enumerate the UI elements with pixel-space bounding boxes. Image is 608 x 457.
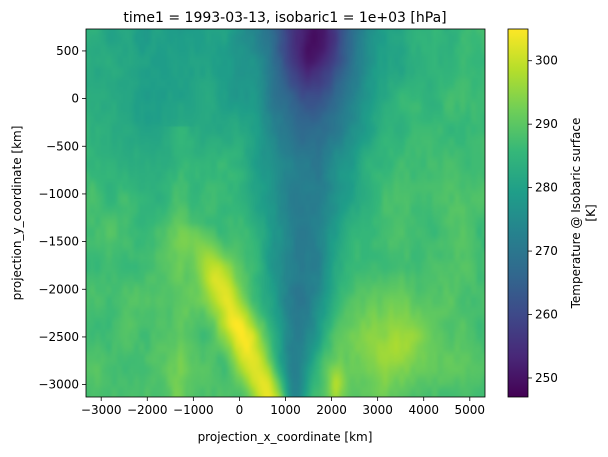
x-tick-label: 4000: [408, 403, 439, 417]
heatmap-image: [86, 29, 485, 397]
x-tick-label: 5000: [455, 403, 486, 417]
y-tick-label: −2000: [38, 282, 79, 296]
y-tick-label: −1000: [38, 187, 79, 201]
heatmap-field: [86, 29, 485, 397]
chart-title: time1 = 1993-03-13, isobaric1 = 1e+03 [h…: [123, 10, 446, 26]
colorbar-tick-label: 300: [535, 54, 558, 68]
x-tick-label: 1000: [270, 403, 301, 417]
colorbar-tick-label: 260: [535, 308, 558, 322]
y-tick-label: −3000: [38, 378, 79, 392]
y-tick-label: 500: [56, 44, 79, 58]
colorbar-tick-label: 290: [535, 117, 558, 131]
colorbar-tick-label: 250: [535, 371, 558, 385]
x-tick-label: 0: [236, 403, 244, 417]
colorbar-label-line2: [K]: [584, 204, 598, 221]
colorbar-axis: 250 260 270 280 290 300: [528, 54, 558, 385]
y-tick-label: −2500: [38, 330, 79, 344]
colorbar-tick-label: 270: [535, 244, 558, 258]
colorbar-label-line1: Temperature @ Isobaric surface: [569, 118, 583, 310]
x-tick-label: −3000: [81, 403, 122, 417]
y-tick-label: −1500: [38, 235, 79, 249]
y-tick-label: 0: [71, 92, 79, 106]
y-axis: 500 0 −500 −1000 −1500 −2000 −2500 −3000: [38, 44, 86, 392]
y-tick-label: −500: [46, 139, 79, 153]
x-axis: −3000 −2000 −1000 0 1000 2000 3000 4000 5000: [81, 397, 485, 417]
colorbar-tick-label: 280: [535, 181, 558, 195]
x-tick-label: −2000: [127, 403, 168, 417]
colorbar: [507, 28, 529, 398]
x-axis-label: projection_x_coordinate [km]: [198, 430, 373, 444]
y-axis-label: projection_y_coordinate [km]: [10, 126, 24, 301]
x-tick-label: 2000: [316, 403, 347, 417]
x-tick-label: 3000: [362, 403, 393, 417]
x-tick-label: −1000: [173, 403, 214, 417]
